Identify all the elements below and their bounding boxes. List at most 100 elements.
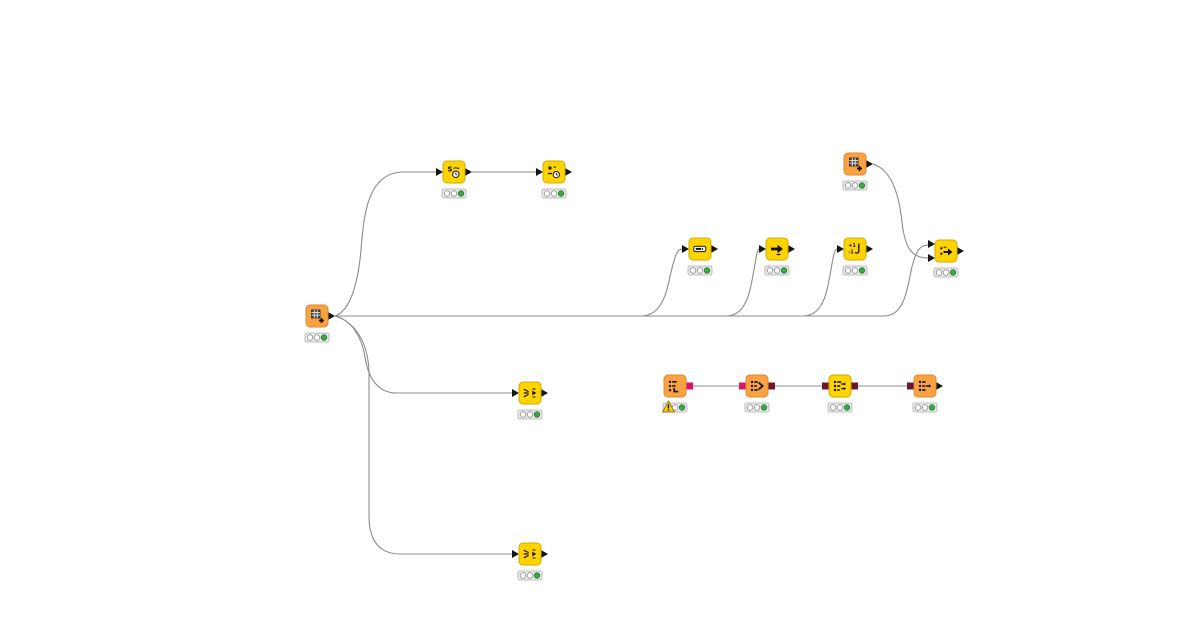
shift-clock-icon: [548, 166, 560, 179]
status-light-off: [526, 411, 534, 418]
status-light-green: [780, 267, 788, 274]
status-light-off: [942, 269, 950, 276]
status-traffic-light: [744, 402, 770, 413]
connection-table-creator-1-to-column-resorter[interactable]: [335, 248, 760, 317]
connection-table-creator-1-to-column-merger-1[interactable]: [334, 315, 512, 394]
output-port-db-data[interactable]: [851, 382, 858, 390]
db-double-arrow-icon: [833, 380, 846, 392]
output-port-triangle[interactable]: [711, 245, 718, 253]
node-table-creator-source[interactable]: [304, 304, 335, 343]
status-light-off: [526, 572, 534, 579]
connection-table-creator-2-to-joiner[interactable]: [872, 163, 929, 259]
node-column-merger-1[interactable]: [512, 381, 548, 420]
node-body[interactable]: [745, 374, 769, 398]
output-port-db-data[interactable]: [768, 382, 775, 390]
bold-arrow-icon: [771, 244, 783, 256]
db-arrow-icon: [918, 380, 932, 392]
node-column-merger-2[interactable]: [512, 542, 548, 581]
status-traffic-light: [764, 265, 790, 276]
output-port-triangle[interactable]: [788, 245, 795, 253]
node-string-to-datetime[interactable]: S: [436, 160, 472, 199]
node-constant-value-column[interactable]: [682, 237, 718, 276]
connection-table-creator-1-to-column-merger-2[interactable]: [334, 315, 512, 555]
node-datetime-shift[interactable]: [536, 160, 572, 199]
input-port-triangle[interactable]: [928, 240, 935, 248]
connection-table-creator-1-to-string-to-datetime[interactable]: [334, 171, 436, 317]
status-light-off: [313, 334, 321, 341]
db-chevron-icon: [750, 380, 764, 392]
output-port-triangle[interactable]: [936, 382, 943, 390]
status-light-off: [519, 572, 527, 579]
node-db-row-filter[interactable]: [739, 374, 775, 413]
svg-text:+1: +1: [848, 243, 856, 249]
status-light-off: [844, 182, 852, 189]
node-column-resorter[interactable]: [759, 237, 795, 276]
status-traffic-light: [933, 267, 959, 278]
output-port-triangle[interactable]: [866, 245, 873, 253]
status-traffic-light: [517, 409, 543, 420]
status-light-off: [443, 190, 451, 197]
connection-table-creator-1-to-lag-column[interactable]: [335, 248, 838, 317]
status-traffic-light: [304, 332, 330, 343]
input-port-triangle[interactable]: [512, 389, 519, 397]
status-light-off: [450, 190, 458, 197]
status-light-green: [760, 404, 768, 411]
input-port-triangle[interactable]: [759, 245, 766, 253]
status-light-off: [519, 411, 527, 418]
table-plus-icon: [311, 309, 324, 323]
status-light-off: [766, 267, 774, 274]
status-light-green: [533, 411, 541, 418]
output-port-triangle[interactable]: [565, 168, 572, 176]
status-light-off: [773, 267, 781, 274]
status-light-off: [543, 190, 551, 197]
input-port-triangle[interactable]: [682, 245, 689, 253]
status-traffic-light: [842, 180, 868, 191]
output-port-triangle[interactable]: [465, 168, 472, 176]
node-lag-column[interactable]: +1 -1: [837, 237, 873, 276]
status-light-off: [914, 404, 922, 411]
svg-text:!: !: [667, 404, 670, 413]
input-port-triangle[interactable]: [436, 168, 443, 176]
node-table-creator-2[interactable]: [842, 152, 873, 191]
status-light-off: [689, 267, 697, 274]
status-light-off: [746, 404, 754, 411]
status-light-off: [696, 267, 704, 274]
merge-arrow-icon: [940, 246, 953, 256]
node-db-query-source[interactable]: !: [661, 374, 694, 413]
output-port-triangle[interactable]: [328, 312, 335, 320]
status-traffic-light: [441, 188, 467, 199]
status-light-green: [457, 190, 465, 197]
status-light-green: [533, 572, 541, 579]
connection-table-creator-1-to-joiner[interactable]: [335, 244, 929, 317]
status-light-green: [703, 267, 711, 274]
output-port-triangle[interactable]: [541, 389, 548, 397]
status-light-off: [836, 404, 844, 411]
output-port-triangle[interactable]: [866, 160, 873, 168]
input-port-db-session[interactable]: [739, 382, 746, 390]
status-light-off: [851, 182, 859, 189]
input-port-triangle[interactable]: [512, 550, 519, 558]
node-body[interactable]: [913, 374, 937, 398]
node-joiner[interactable]: [928, 239, 964, 278]
input-port-triangle[interactable]: [837, 245, 844, 253]
node-db-groupby[interactable]: [822, 374, 858, 413]
status-light-off: [306, 334, 314, 341]
field-box-icon: [693, 245, 707, 253]
input-port-triangle[interactable]: [928, 254, 935, 262]
status-light-green: [928, 404, 936, 411]
input-port-db-data[interactable]: [907, 382, 914, 390]
node-db-reader[interactable]: [907, 374, 943, 413]
warning-icon: !: [661, 400, 676, 413]
status-light-green: [949, 269, 957, 276]
output-port-db-session[interactable]: [686, 382, 693, 390]
output-port-triangle[interactable]: [541, 550, 548, 558]
input-port-triangle[interactable]: [536, 168, 543, 176]
connection-table-creator-1-to-constant-value[interactable]: [335, 248, 683, 317]
input-port-db-data[interactable]: [822, 382, 829, 390]
status-light-off: [851, 267, 859, 274]
output-port-triangle[interactable]: [957, 247, 964, 255]
node-body[interactable]: [843, 237, 867, 261]
status-light-green: [858, 182, 866, 189]
